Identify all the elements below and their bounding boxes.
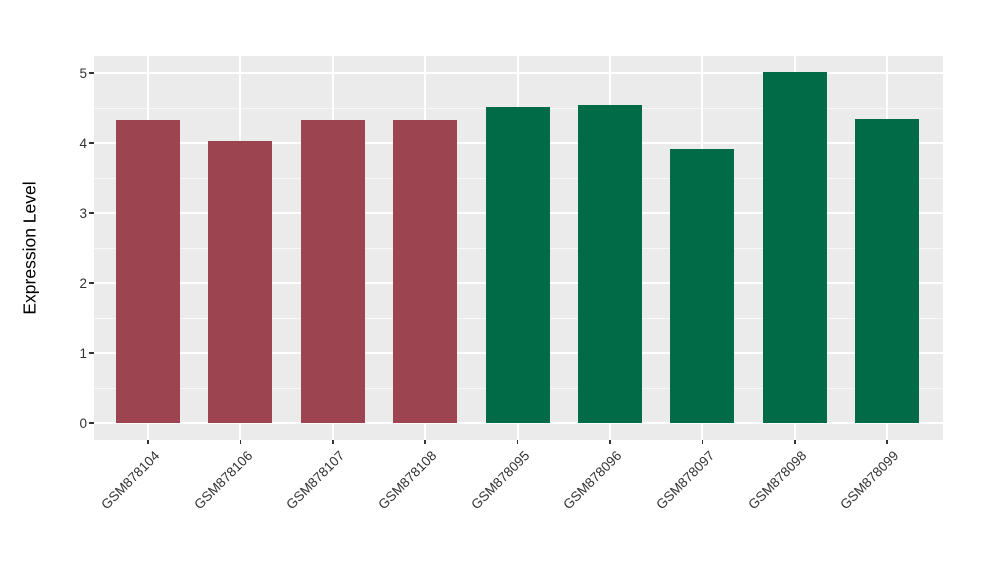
bar-GSM878095: [485, 107, 550, 423]
bar-GSM878098: [762, 72, 827, 423]
y-tick-mark: [88, 282, 94, 284]
x-tick-label: GSM878095: [468, 448, 533, 513]
x-tick-label: GSM878096: [560, 448, 625, 513]
x-tick-label: GSM878099: [837, 448, 902, 513]
y-tick-mark: [88, 352, 94, 354]
x-tick-label: GSM878097: [652, 448, 718, 513]
y-tick-mark: [88, 422, 94, 424]
bar-GSM878097: [670, 149, 735, 423]
y-tick-mark: [88, 212, 94, 214]
y-tick-mark: [88, 72, 94, 74]
x-tick-mark: [886, 440, 888, 444]
y-tick-label: 0: [79, 415, 87, 431]
bar-GSM878106: [208, 141, 273, 423]
bar-GSM878107: [300, 120, 365, 423]
x-tick-mark: [332, 440, 334, 444]
x-tick-label: GSM878104: [98, 448, 163, 513]
y-tick-label: 3: [79, 205, 87, 221]
x-tick-mark: [794, 440, 796, 444]
bar-GSM878108: [393, 120, 458, 423]
x-tick-label: GSM878107: [283, 448, 348, 513]
x-tick-mark: [516, 440, 519, 444]
y-tick-label: 5: [79, 65, 87, 81]
y-tick-label: 2: [79, 275, 87, 291]
bar-GSM878104: [116, 120, 180, 423]
x-tick-mark: [424, 440, 426, 444]
x-tick-mark: [609, 440, 611, 444]
x-tick-mark: [239, 440, 242, 444]
bar-GSM878099: [855, 119, 920, 423]
x-tick-mark: [701, 440, 704, 444]
bar-GSM878096: [578, 105, 642, 423]
x-tick-label: GSM878098: [745, 448, 810, 513]
x-tick-label: GSM878108: [375, 448, 440, 513]
y-axis-title: Expression Level: [19, 181, 40, 315]
y-tick-label: 1: [79, 345, 87, 361]
y-tick-mark: [88, 142, 94, 144]
y-tick-label: 4: [79, 135, 87, 151]
x-tick-mark: [147, 440, 149, 444]
x-tick-label: GSM878106: [190, 448, 256, 513]
plot-panel: [94, 56, 943, 440]
